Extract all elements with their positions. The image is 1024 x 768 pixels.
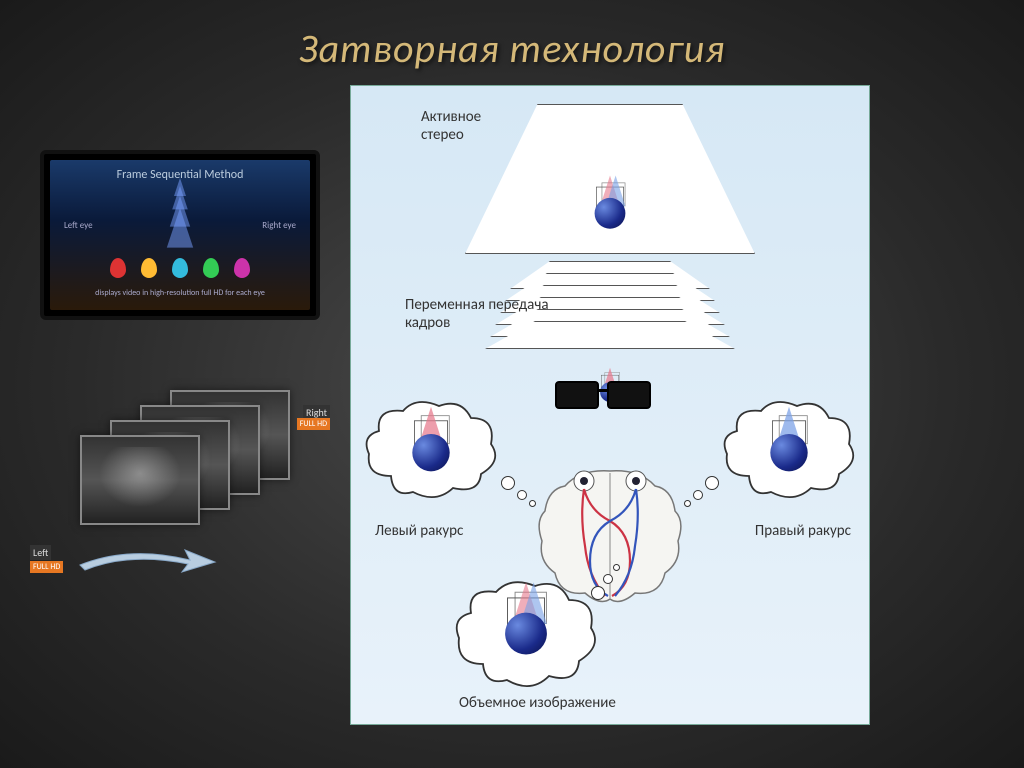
screen-object <box>589 183 631 232</box>
right-thought-cloud <box>719 396 859 506</box>
bottom-thought-cloud <box>451 576 601 696</box>
tv-footer-label: displays video in high-resolution full H… <box>50 288 310 298</box>
frame-left-label: Left <box>30 545 51 560</box>
slide-title: Затворная технология <box>0 0 1024 73</box>
left-thought-cloud <box>361 396 501 506</box>
frame-fullhd-left: FULL HD <box>30 561 63 573</box>
left-view-label: Левый ракурс <box>375 522 463 540</box>
frame-fullhd-right: FULL HD <box>297 418 330 430</box>
active-stereo-label: Активное стерео <box>421 108 481 144</box>
tv-illustration: Frame Sequential Method Left eye Right e… <box>40 150 320 320</box>
volume-image-label: Объемное изображение <box>459 694 616 712</box>
tv-right-eye-label: Right eye <box>262 220 296 231</box>
main-diagram: Активное стерео Переменная передача кадр… <box>350 85 870 725</box>
right-view-label: Правый ракурс <box>755 522 851 540</box>
tv-left-eye-label: Left eye <box>64 220 93 231</box>
left-column: Frame Sequential Method Left eye Right e… <box>40 150 320 570</box>
frame-transfer-label: Переменная передача кадров <box>405 296 549 332</box>
arrow-swoosh-icon <box>70 540 250 580</box>
frames-illustration: Right FULL HD Left FULL HD <box>40 390 320 570</box>
shutter-glasses-icon <box>555 381 665 413</box>
